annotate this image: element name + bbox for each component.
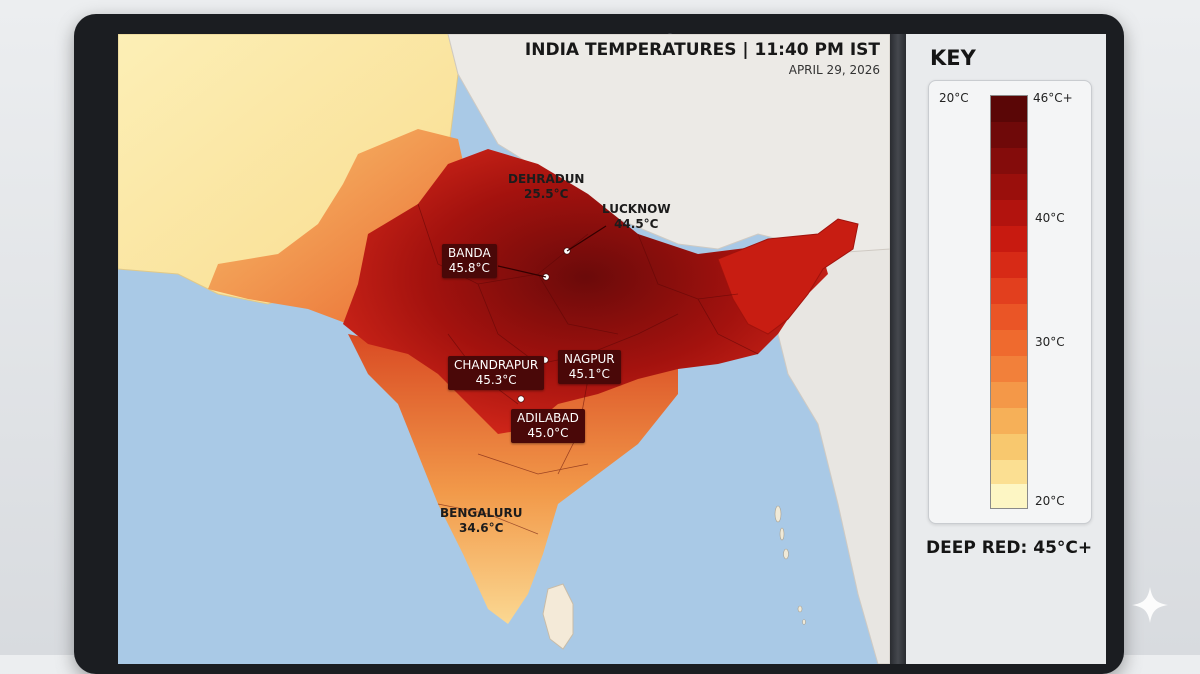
key-top-left-label: 20°C xyxy=(939,91,969,105)
city-name: LUCKNOW xyxy=(602,202,671,216)
city-name: BANDA xyxy=(448,246,491,260)
key-top-right-label: 46°C+ xyxy=(1033,91,1073,105)
key-title: KEY xyxy=(930,46,976,70)
key-bottom-label: 20°C xyxy=(1035,494,1065,508)
city-label-dehradun: DEHRADUN 25.5°C xyxy=(508,172,584,202)
city-temp: 45.3°C xyxy=(475,373,517,387)
map-date: APRIL 29, 2026 xyxy=(788,63,880,77)
key-label-40: 40°C xyxy=(1035,211,1065,225)
panel-divider xyxy=(890,34,906,664)
city-name: NAGPUR xyxy=(564,352,615,366)
andaman-islands xyxy=(774,505,806,625)
land-peninsula xyxy=(348,334,678,624)
city-label-bengaluru: BENGALURU 34.6°C xyxy=(440,506,522,536)
map-title: INDIA TEMPERATURES | 11:40 PM IST xyxy=(524,40,880,60)
city-label-adilabad: ADILABAD 45.0°C xyxy=(511,409,585,443)
city-temp: 45.1°C xyxy=(568,367,610,381)
key-panel: KEY 20°C 46°C+ 40°C xyxy=(906,34,1106,664)
temperature-map[interactable]: INDIA TEMPERATURES | 11:40 PM IST APRIL … xyxy=(118,34,890,664)
city-label-lucknow: LUCKNOW 44.5°C xyxy=(602,202,671,232)
key-box: 20°C 46°C+ 40°C 30°C xyxy=(928,80,1092,524)
sparkle-icon xyxy=(1132,587,1168,623)
city-temp: 45.8°C xyxy=(448,261,490,275)
land-sri-lanka xyxy=(542,583,574,650)
city-name: ADILABAD xyxy=(517,411,579,425)
screen: INDIA TEMPERATURES | 11:40 PM IST APRIL … xyxy=(118,34,1106,664)
city-temp: 44.5°C xyxy=(614,217,659,231)
key-label-30: 30°C xyxy=(1035,335,1065,349)
city-name: CHANDRAPUR xyxy=(454,358,539,372)
city-label-chandrapur: CHANDRAPUR 45.3°C xyxy=(448,356,545,390)
city-name: BENGALURU xyxy=(440,506,523,520)
map-graphic xyxy=(118,34,890,664)
land-north xyxy=(447,34,890,285)
land-northeast xyxy=(717,218,859,335)
city-temp: 25.5°C xyxy=(524,187,569,201)
city-label-nagpur: NAGPUR 45.1°C xyxy=(558,350,621,384)
key-footer: DEEP RED: 45°C+ xyxy=(926,538,1093,558)
city-name: DEHRADUN xyxy=(508,172,585,186)
leader-lines xyxy=(497,225,607,278)
city-temp: 45.0°C xyxy=(527,426,569,440)
city-temp: 34.6°C xyxy=(459,521,504,535)
city-label-banda: BANDA 45.8°C xyxy=(442,244,497,278)
map-title-block: INDIA TEMPERATURES | 11:40 PM IST APRIL … xyxy=(525,40,880,77)
key-color-bar xyxy=(990,95,1028,509)
